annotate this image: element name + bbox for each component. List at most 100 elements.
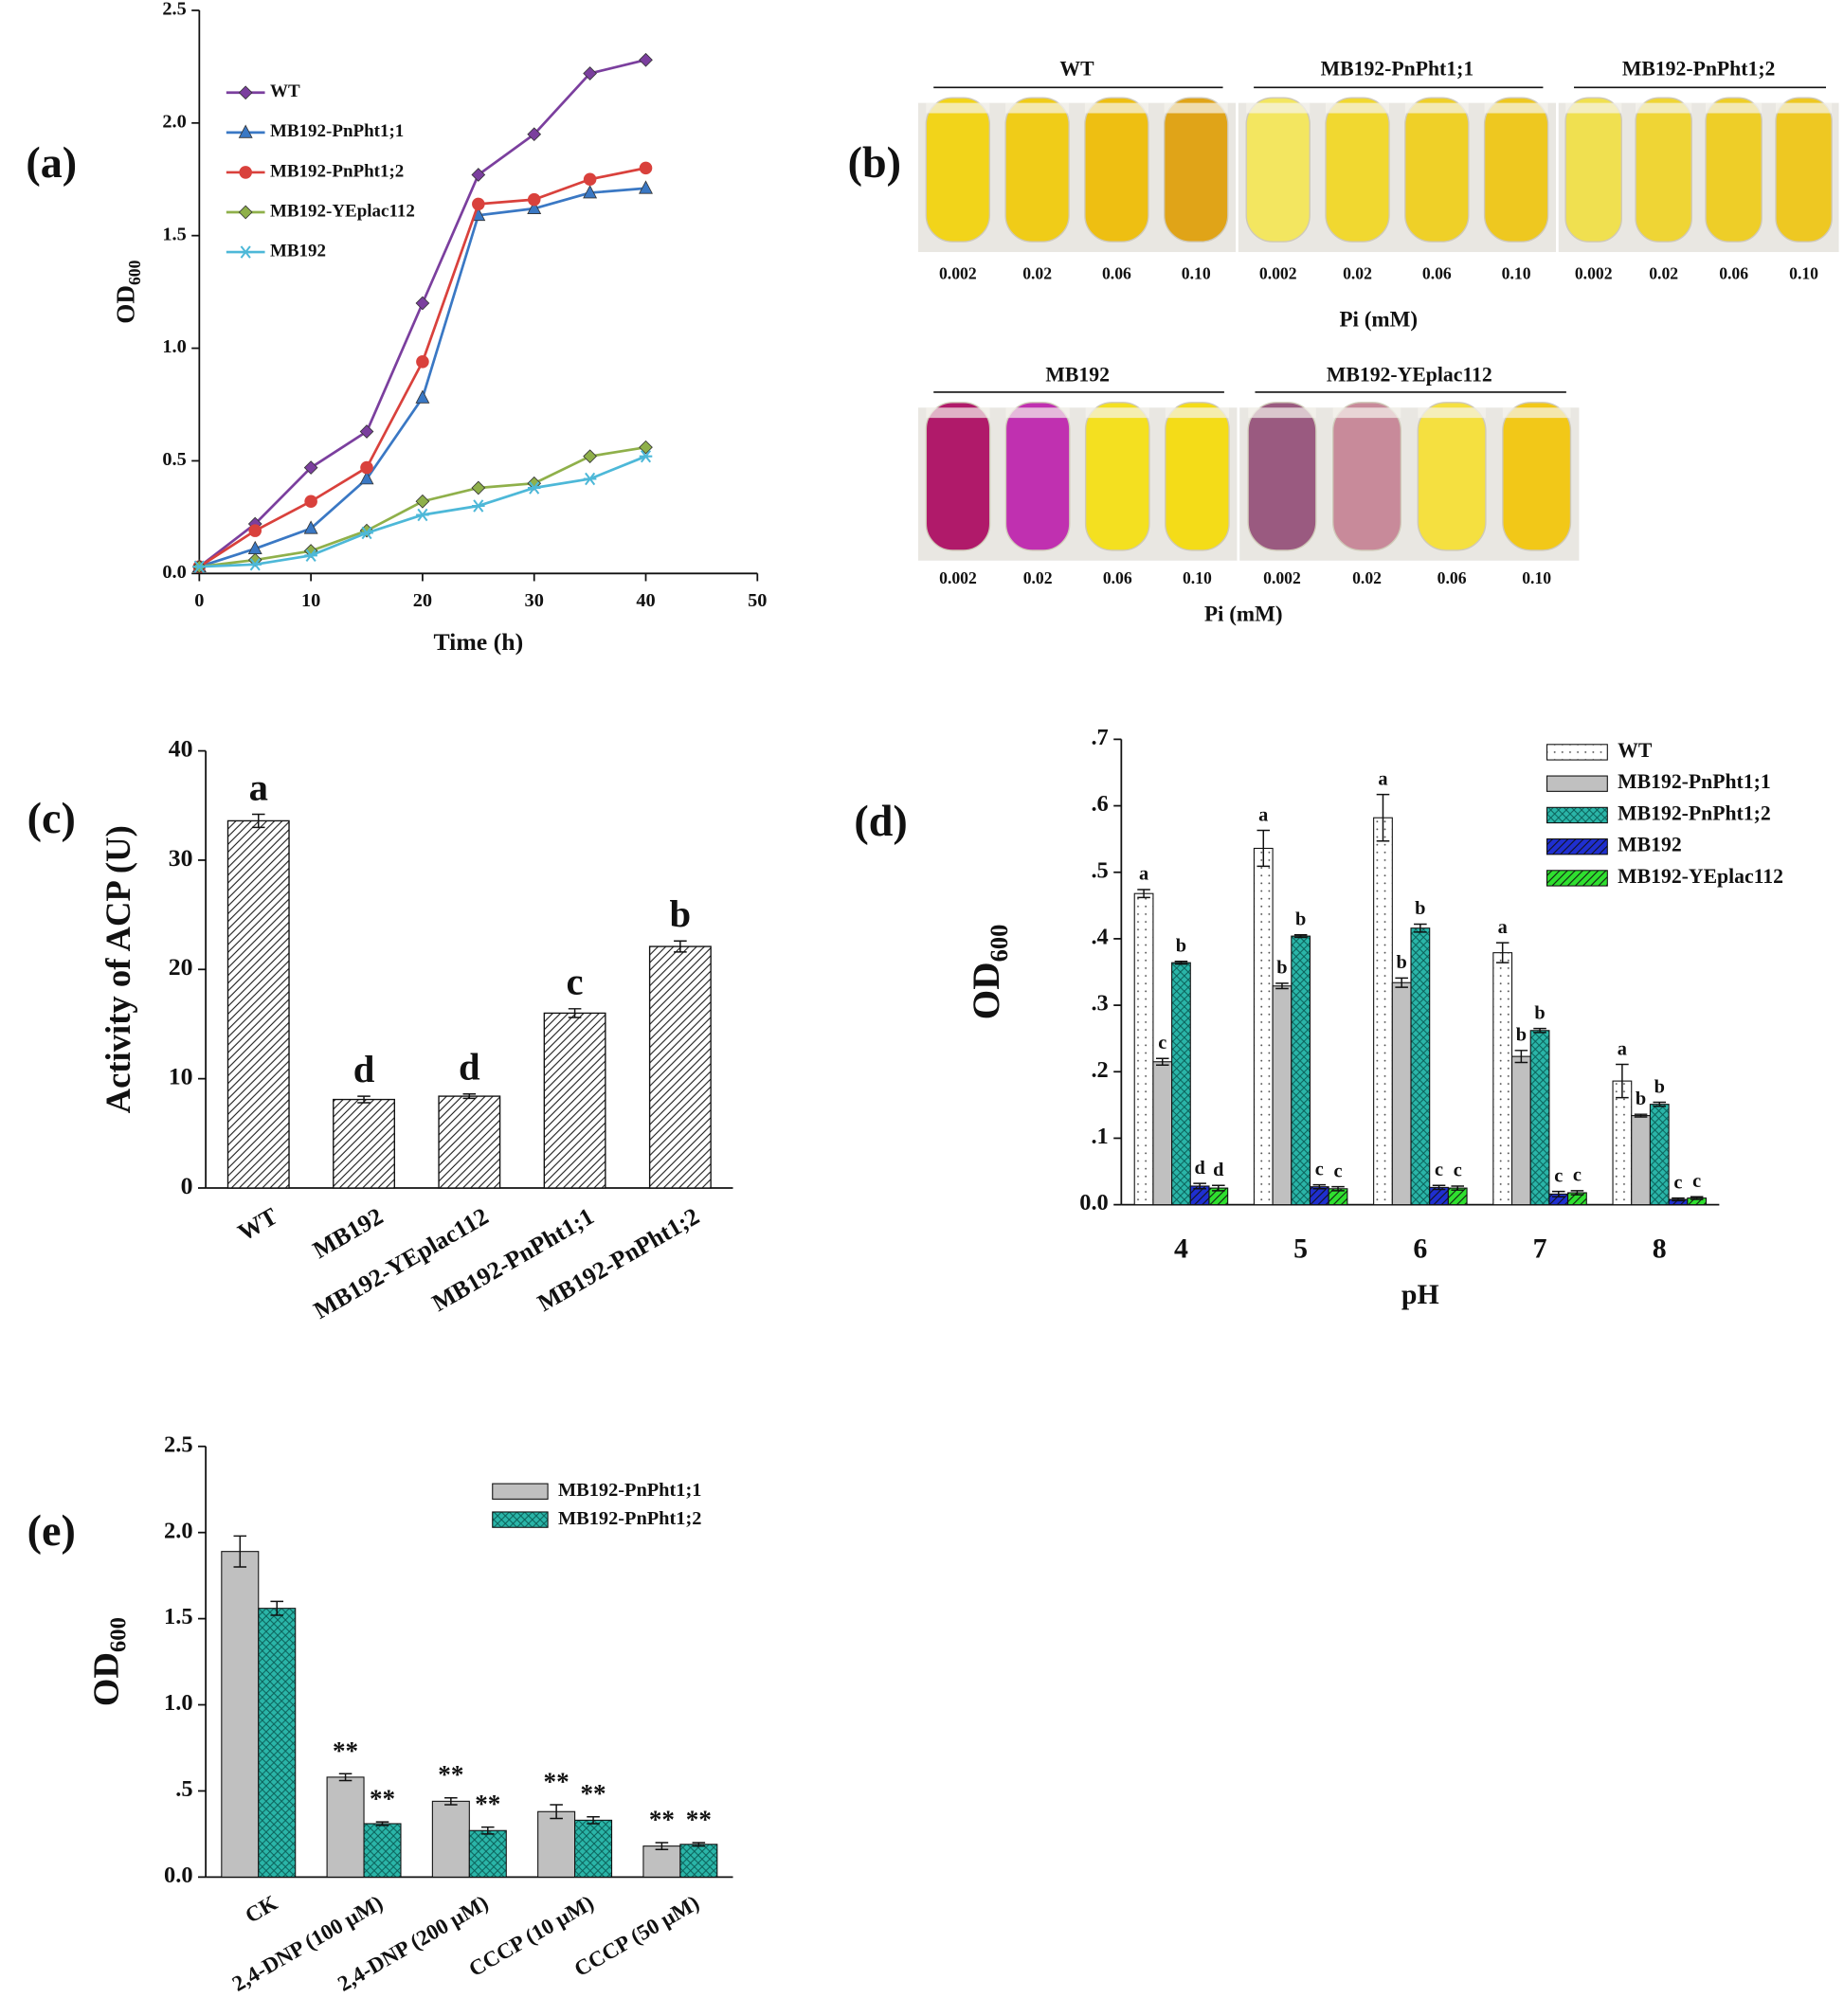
error-bar: [251, 813, 265, 829]
bar: [1171, 962, 1191, 1206]
tube: [1417, 402, 1487, 551]
data-point: [527, 481, 541, 495]
x-tick-label: MB192-YEplac112: [309, 1202, 493, 1324]
series-line: [198, 187, 646, 568]
y-tick-label: 0.0: [162, 562, 186, 583]
error-bar: [481, 1826, 495, 1835]
data-point: [416, 355, 429, 369]
significance-letter: a: [1139, 864, 1148, 885]
tube-rim: [1404, 102, 1469, 114]
error-bar: [568, 1008, 582, 1018]
tube-rim: [926, 102, 990, 114]
x-axis-label: Pi (mM): [1204, 601, 1283, 625]
y-tick-label: 0.5: [162, 449, 186, 470]
legend-marker: [238, 124, 253, 138]
y-tick-label: 30: [169, 844, 193, 872]
x-tick-label: 4: [1174, 1233, 1188, 1264]
bar: [1410, 927, 1431, 1206]
tube-label: 0.10: [1182, 264, 1211, 283]
error-bar: [1256, 829, 1271, 868]
y-tick-label: .7: [1091, 725, 1108, 750]
y-tick-label: 2.0: [164, 1518, 193, 1543]
tube: [1084, 402, 1150, 551]
bar: [1291, 935, 1311, 1206]
data-point: [415, 389, 430, 404]
bar: [326, 1776, 365, 1878]
data-point: [639, 161, 653, 175]
bar: [1631, 1115, 1651, 1206]
error-bar: [1570, 1190, 1584, 1196]
tube-label: 0.02: [1023, 568, 1053, 587]
tube: [1775, 97, 1833, 243]
data-point: [583, 185, 598, 199]
significance-letter: b: [1516, 1025, 1527, 1046]
error-bar: [1137, 889, 1150, 899]
bar: [333, 1098, 395, 1189]
x-tick-label: CK: [241, 1890, 281, 1928]
legend-label: MB192-PnPht1;1: [270, 121, 404, 141]
tube-label: 0.06: [1719, 264, 1748, 283]
x-tick-label: 5: [1293, 1233, 1308, 1264]
legend-label: MB192-PnPht1;1: [558, 1480, 701, 1501]
bar: [226, 819, 290, 1189]
significance-letter: b: [1176, 936, 1186, 957]
data-point: [304, 495, 317, 509]
y-tick-label: 40: [169, 735, 193, 763]
group-label: WT: [1059, 58, 1094, 81]
y-axis-label: OD600: [112, 260, 144, 323]
legend-marker: [239, 245, 252, 259]
x-tick-label: 0: [194, 590, 204, 611]
bar: [438, 1095, 501, 1189]
tube-label: 0.002: [1263, 568, 1301, 587]
tube-rim: [1502, 407, 1571, 419]
bar: [363, 1823, 402, 1878]
x-tick-label: 8: [1653, 1233, 1667, 1264]
error-bar: [233, 1535, 247, 1568]
error-bar: [1432, 1184, 1446, 1191]
group-label: MB192-YEplac112: [1327, 364, 1492, 387]
significance-letter: b: [1295, 909, 1306, 929]
data-point: [583, 449, 597, 464]
bar: [1649, 1104, 1670, 1206]
significance-letter: c: [1158, 1033, 1166, 1053]
tube-rim: [1636, 102, 1692, 114]
bar: [543, 1012, 606, 1189]
tube-label: 0.10: [1502, 264, 1531, 283]
error-bar: [1653, 1101, 1667, 1107]
legend-label: MB192-PnPht1;1: [1618, 770, 1771, 793]
data-point: [583, 472, 597, 486]
legend-label: MB192-PnPht1;2: [270, 161, 404, 181]
y-tick-label: .2: [1091, 1057, 1108, 1083]
significance-letter: b: [670, 892, 692, 935]
legend-swatch: [1546, 838, 1608, 855]
error-bar: [462, 1093, 477, 1100]
y-tick-label: 0.0: [1079, 1190, 1109, 1215]
error-bar: [550, 1804, 563, 1820]
y-axis-label: OD600: [86, 1617, 131, 1706]
tube-rim: [926, 407, 990, 419]
legend-swatch: [492, 1511, 549, 1528]
significance-letter: c: [1692, 1171, 1701, 1192]
data-point: [639, 180, 653, 194]
tube: [1635, 97, 1692, 243]
bar: [468, 1829, 507, 1878]
significance-letter: c: [1454, 1161, 1462, 1181]
significance-mark: **: [438, 1760, 463, 1789]
tube-rim: [1246, 102, 1311, 114]
tube-label: 0.02: [1352, 568, 1382, 587]
significance-letter: b: [1415, 898, 1425, 919]
tube-rim: [1248, 407, 1316, 419]
panel-label: (e): [27, 1506, 76, 1555]
tube-rim: [1164, 102, 1228, 114]
tube-label: 0.002: [1575, 264, 1613, 283]
tube: [1004, 97, 1070, 243]
error-bar: [375, 1821, 389, 1827]
tube-rim: [1332, 407, 1401, 419]
tube: [925, 402, 991, 551]
x-tick-label: 10: [301, 590, 320, 611]
legend-marker: [238, 85, 253, 100]
legend-label: WT: [270, 81, 300, 101]
tube-rim: [1084, 102, 1148, 114]
significance-letter: b: [1276, 958, 1287, 979]
